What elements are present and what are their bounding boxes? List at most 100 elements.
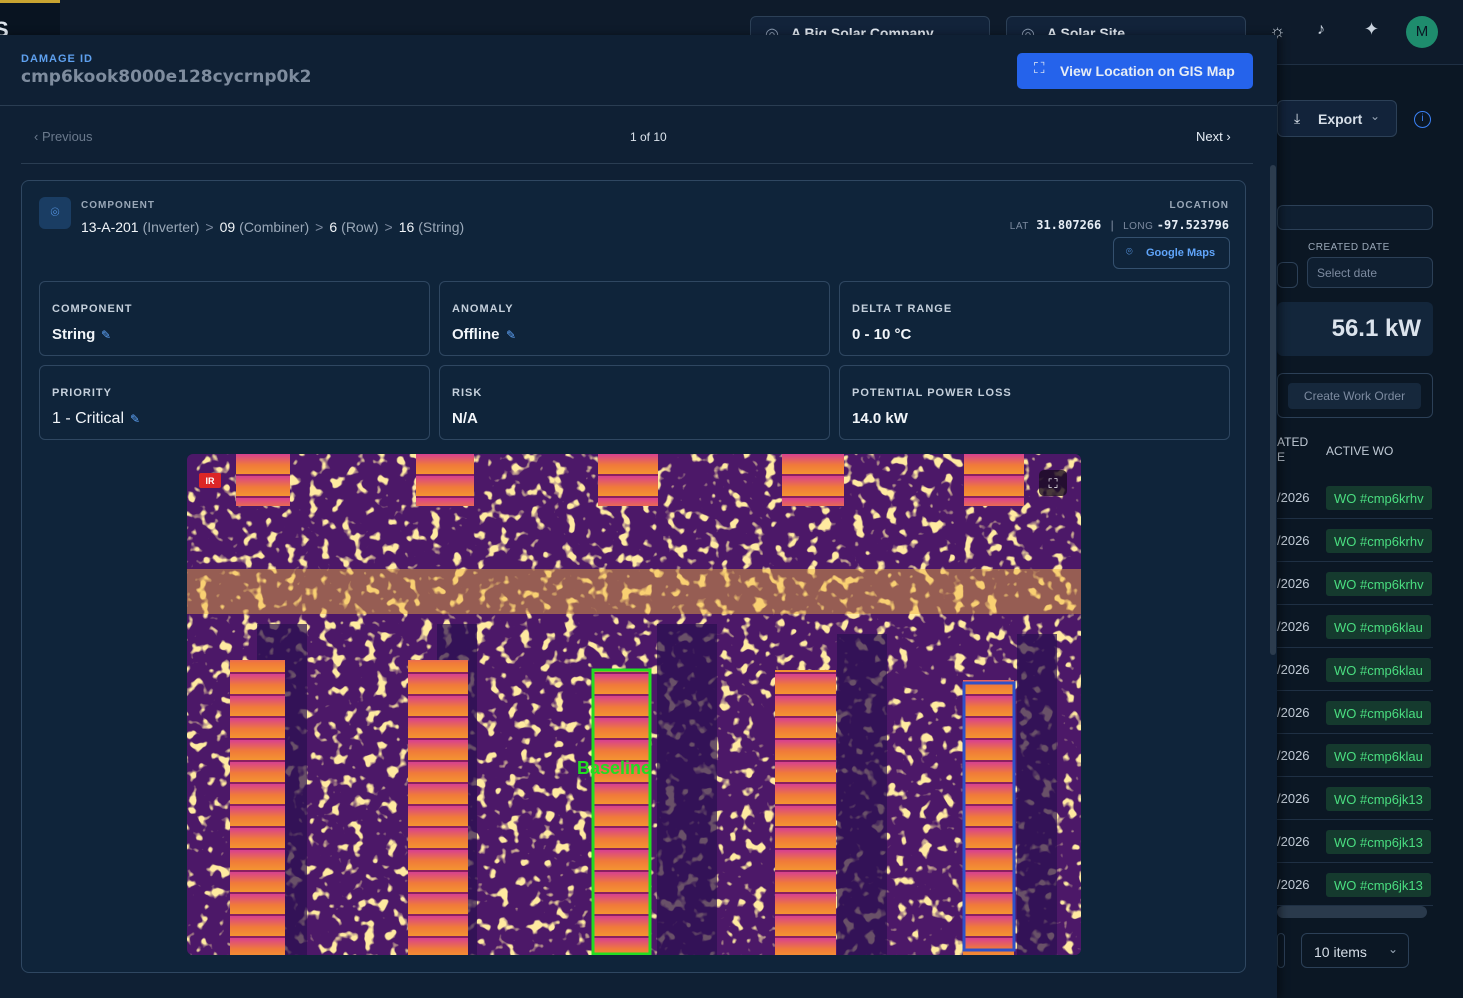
table-row: /2026 WO #cmp6jk13 bbox=[1277, 820, 1433, 863]
created-date: /2026 bbox=[1277, 490, 1310, 505]
field: PRIORITY 1 - Critical ✎ bbox=[39, 365, 430, 440]
component-label: COMPONENT bbox=[81, 200, 155, 211]
previous: Previous bbox=[41, 129, 93, 144]
lat-label: LAT bbox=[1009, 221, 1029, 232]
edit-icon[interactable]: ✎ bbox=[130, 412, 141, 426]
field-value: N/A bbox=[452, 410, 478, 427]
field-value: 14.0 kW bbox=[852, 410, 908, 427]
work-order[interactable]: WO #cmp6krhv bbox=[1326, 529, 1432, 553]
scrollbar[interactable] bbox=[1277, 906, 1427, 918]
created-date: /2026 bbox=[1277, 877, 1310, 892]
panel-header: DAMAGE ID cmp6kook8000e128cycrnp0k2 ⛶ Vie… bbox=[0, 35, 1277, 106]
counter: 1 of 10 bbox=[630, 130, 667, 144]
gis-button[interactable]: ⛶ View Location on GIS Map bbox=[1017, 53, 1253, 89]
path-type: (Combiner) bbox=[239, 219, 310, 235]
fullscreen-button[interactable] bbox=[1039, 470, 1067, 496]
damage-card: ⌾ COMPONENT 13-A-201 (Inverter) >09 (Combin… bbox=[21, 180, 1246, 973]
damage-id-label: DAMAGE ID bbox=[21, 53, 93, 65]
work-order[interactable]: WO #cmp6jk13 bbox=[1326, 830, 1431, 854]
column-header: ACTIVE WO bbox=[1326, 444, 1394, 458]
field-label: POTENTIAL POWER LOSS bbox=[852, 387, 1012, 399]
long: -97.523796 bbox=[1156, 218, 1229, 232]
export-button[interactable]: ⤓ Export ⌄ bbox=[1277, 100, 1397, 137]
field: COMPONENT String ✎ bbox=[39, 281, 430, 356]
work-order[interactable]: WO #cmp6krhv bbox=[1326, 572, 1432, 596]
field: DELTA T RANGE 0 - 10 °C bbox=[839, 281, 1230, 356]
table-row: /2026 WO #cmp6jk13 bbox=[1277, 777, 1433, 820]
table-row: /2026 WO #cmp6krhv bbox=[1277, 476, 1433, 519]
field-value: String bbox=[52, 326, 96, 343]
field-label: DELTA T RANGE bbox=[852, 303, 953, 315]
table-row: /2026 WO #cmp6jk13 bbox=[1277, 863, 1433, 906]
field: POTENTIAL POWER LOSS 14.0 kW bbox=[839, 365, 1230, 440]
component-path: 13-A-201 (Inverter) >09 (Combiner) >6 (Row) >1… bbox=[81, 219, 464, 235]
path-value: 13-A-201 bbox=[81, 219, 139, 235]
filter-select[interactable] bbox=[1277, 205, 1433, 230]
divider bbox=[21, 163, 1253, 164]
thermal-image: Baseline IR ⛶ bbox=[187, 454, 1081, 955]
table-row: /2026 WO #cmp6klau bbox=[1277, 734, 1433, 777]
next: Next bbox=[1196, 129, 1223, 144]
date-select[interactable]: Select date bbox=[1307, 257, 1433, 288]
previous-button[interactable]: ‹ Previous bbox=[34, 129, 93, 144]
work-order[interactable]: WO #cmp6klau bbox=[1326, 701, 1431, 725]
created-date-label: CREATED DATE bbox=[1308, 242, 1390, 253]
work-order[interactable]: WO #cmp6krhv bbox=[1326, 486, 1432, 510]
damage-panel: DAMAGE ID cmp6kook8000e128cycrnp0k2 ⛶ Vie… bbox=[0, 35, 1277, 998]
power-card: 56.1 kW bbox=[1277, 302, 1433, 356]
table-row: /2026 WO #cmp6klau bbox=[1277, 648, 1433, 691]
lat: 31.807266 bbox=[1036, 218, 1102, 232]
ai-icon[interactable]: ✦ bbox=[1364, 19, 1380, 39]
ir-badge-text: IR bbox=[206, 476, 216, 486]
page-size: 10 items bbox=[1314, 944, 1367, 960]
page-size-select[interactable]: 10 items ⌄ bbox=[1301, 933, 1409, 968]
scrollbar[interactable] bbox=[1270, 165, 1276, 655]
long-label: LONG bbox=[1123, 221, 1154, 232]
gis-button-text: View Location on GIS Map bbox=[1060, 63, 1235, 79]
ir-badge bbox=[199, 473, 221, 488]
avatar[interactable]: M bbox=[1406, 16, 1438, 48]
annotation: Baseline bbox=[577, 758, 651, 778]
work-order[interactable]: WO #cmp6klau bbox=[1326, 658, 1431, 682]
work-order[interactable]: WO #cmp6klau bbox=[1326, 744, 1431, 768]
path-value: 6 bbox=[329, 219, 338, 235]
filter-select[interactable] bbox=[1277, 262, 1298, 288]
table-row: /2026 WO #cmp6krhv bbox=[1277, 519, 1433, 562]
field: RISK N/A bbox=[439, 365, 830, 440]
path-value: 09 bbox=[219, 219, 236, 235]
pin-icon: ⌾ bbox=[39, 197, 71, 229]
edit-icon[interactable]: ✎ bbox=[506, 328, 517, 342]
info-icon[interactable]: i bbox=[1414, 111, 1431, 128]
logo-text: S bbox=[0, 17, 9, 35]
field-label: COMPONENT bbox=[52, 303, 133, 315]
field-value: Offline bbox=[452, 326, 500, 343]
path-type: (String) bbox=[418, 219, 465, 235]
create-wo-button[interactable]: Create Work Order bbox=[1288, 383, 1421, 409]
path-type: (Row) bbox=[341, 219, 379, 235]
created-date: /2026 bbox=[1277, 619, 1310, 634]
damage-id: cmp6kook8000e128cycrnp0k2 bbox=[21, 67, 312, 87]
separator: > bbox=[315, 219, 324, 235]
field-value: 1 - Critical bbox=[52, 410, 125, 427]
created-date: /2026 bbox=[1277, 705, 1310, 720]
bell-icon[interactable]: ♪ bbox=[1317, 21, 1325, 38]
field-value: 0 - 10 °C bbox=[852, 326, 912, 343]
power: 56.1 kW bbox=[1331, 315, 1421, 342]
field-label: ANOMALY bbox=[452, 303, 514, 315]
created-date: /2026 bbox=[1277, 748, 1310, 763]
work-order[interactable]: WO #cmp6jk13 bbox=[1326, 787, 1431, 811]
next-button[interactable]: Next › bbox=[1196, 129, 1231, 144]
created-date: /2026 bbox=[1277, 834, 1310, 849]
work-order[interactable]: WO #cmp6jk13 bbox=[1326, 873, 1431, 897]
created-date: /2026 bbox=[1277, 662, 1310, 677]
created-date: /2026 bbox=[1277, 576, 1310, 591]
edit-icon[interactable]: ✎ bbox=[101, 328, 112, 342]
field: ANOMALY Offline ✎ bbox=[439, 281, 830, 356]
column-header: ATED E bbox=[1277, 435, 1309, 464]
table-row: /2026 WO #cmp6klau bbox=[1277, 691, 1433, 734]
pager bbox=[1277, 933, 1285, 968]
wo-toolbar: Create Work Order bbox=[1277, 373, 1433, 418]
google-maps-button[interactable]: ⌾ Google Maps bbox=[1113, 237, 1230, 269]
work-order[interactable]: WO #cmp6klau bbox=[1326, 615, 1431, 639]
